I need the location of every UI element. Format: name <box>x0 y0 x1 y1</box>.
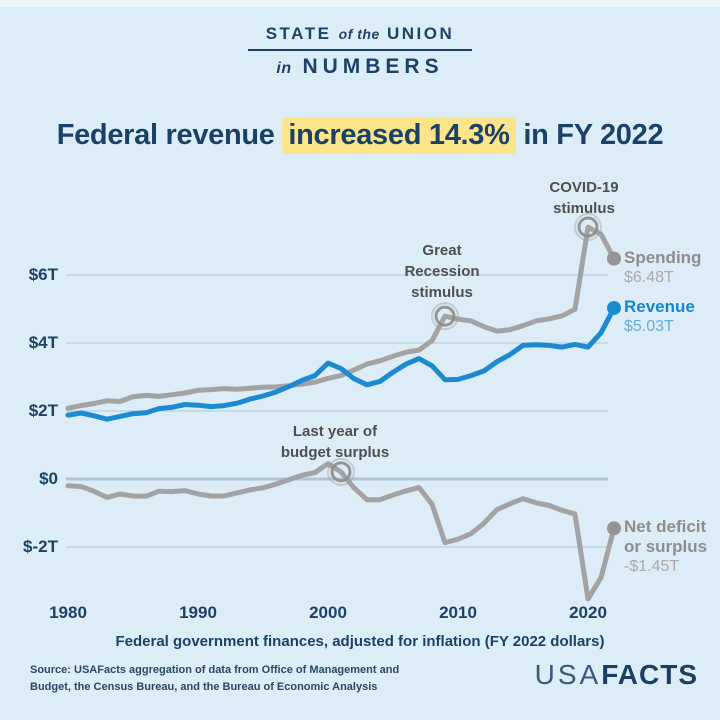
y-tick-label: $-2T <box>23 537 58 556</box>
x-tick-label: 1990 <box>179 603 217 622</box>
logo-union: UNION <box>387 24 455 43</box>
annotation-text-line: COVID-19 <box>549 179 619 197</box>
source-line-2: Budget, the Census Bureau, and the Burea… <box>30 681 378 693</box>
series-name-label: Revenue <box>624 296 695 316</box>
logo-divider <box>248 49 472 51</box>
series-name-label: Net deficit <box>624 517 707 537</box>
state-of-the-union-logo: STATE of the UNION in NUMBERS <box>0 24 720 79</box>
end-dot-net-deficit-or-surplus <box>607 521 621 536</box>
title-highlight: increased 14.3% <box>282 117 516 155</box>
logo-numbers: NUMBERS <box>302 55 444 78</box>
annotation-covid-19-stimulus: COVID-19 stimulus <box>549 177 618 219</box>
x-tick-label: 1980 <box>49 603 87 622</box>
end-label-revenue: Revenue $5.03T <box>624 297 695 337</box>
series-line-spending <box>65 224 617 411</box>
end-dot-revenue <box>607 300 621 315</box>
x-tick-label: 2020 <box>569 603 607 622</box>
usafacts-logo-usa: USA <box>534 659 602 690</box>
annotation-ring-outer <box>574 213 602 242</box>
page-title: Federal revenue increased 14.3% in FY 20… <box>0 117 720 155</box>
annotation-ring <box>330 461 352 483</box>
usafacts-logo: USAFACTS <box>535 659 698 691</box>
annotation-last-year-of-budget-surplus: Last year of budget surplus <box>281 421 389 463</box>
title-pre: Federal revenue <box>56 119 283 152</box>
y-tick-label: $6T <box>28 265 58 284</box>
series-end-value: $5.03T <box>624 317 674 335</box>
annotation-text-line: budget surplus <box>280 443 390 461</box>
logo-of-the: of the <box>338 26 380 42</box>
logo-line-1: STATE of the UNION <box>0 24 720 44</box>
logo-state: STATE <box>265 24 332 43</box>
source-line-1: Source: USAFacts aggregation of data fro… <box>30 664 400 676</box>
series-end-value: -$1.45T <box>624 558 680 576</box>
x-tick-label: 2010 <box>439 603 477 622</box>
annotation-text-line: Last year of <box>292 422 378 440</box>
annotation-ring <box>577 216 599 238</box>
source-note: Source: USAFacts aggregation of data fro… <box>30 662 399 696</box>
end-label-spending: Spending $6.48T <box>624 248 701 288</box>
logo-in: in <box>276 60 292 77</box>
end-label-net-deficit-or-surplus: Net deficit or surplus -$1.45T <box>624 517 707 577</box>
usafacts-logo-facts: FACTS <box>601 659 698 690</box>
y-tick-label: $2T <box>28 401 58 420</box>
series-name-label: or surplus <box>624 537 708 557</box>
series-name-label: Spending <box>624 247 702 267</box>
series-end-value: $6.48T <box>624 268 674 286</box>
annotation-text-line: stimulus <box>553 200 615 218</box>
annotation-ring-outer <box>431 302 459 331</box>
chart-caption: Federal government finances, adjusted fo… <box>115 633 605 650</box>
series-line-revenue <box>65 305 617 422</box>
title-post: in FY 2022 <box>515 119 664 152</box>
annotation-ring <box>434 305 456 327</box>
annotation-great-recession-stimulus: Great Recession stimulus <box>404 240 479 303</box>
annotation-text-line: Great <box>422 242 462 260</box>
end-dot-spending <box>607 251 621 266</box>
logo-line-2: in NUMBERS <box>0 55 720 79</box>
series-line-net-deficit-or-surplus <box>65 461 617 602</box>
y-tick-label: $4T <box>28 333 58 352</box>
annotation-ring-outer <box>327 457 355 486</box>
top-strip <box>0 0 720 7</box>
x-tick-label: 2000 <box>309 603 347 622</box>
y-tick-label: $0 <box>39 469 58 488</box>
annotation-text-line: Recession <box>404 263 480 281</box>
annotation-text-line: stimulus <box>411 284 473 302</box>
